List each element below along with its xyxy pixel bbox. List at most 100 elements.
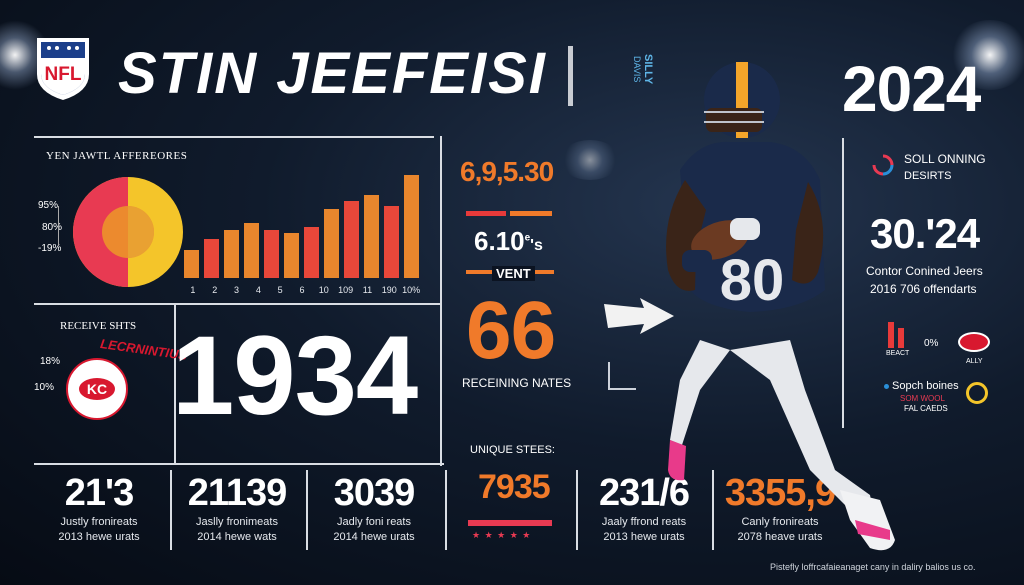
receive-pct-1: 18% <box>40 356 61 367</box>
divider-b3 <box>445 470 447 550</box>
stars-rating: ★ ★ ★ ★ ★ <box>472 530 532 540</box>
bar-chart-bar <box>224 230 239 278</box>
right-desc-2: 2016 706 offendarts <box>870 282 977 296</box>
right-pct: 0% <box>924 338 939 349</box>
divider-short <box>174 303 176 463</box>
divider-b1 <box>170 470 172 550</box>
bottom-stat-line1: Jaaly ffrond reats <box>601 516 687 528</box>
pie-label-2: 80% <box>42 222 63 233</box>
footer-text: Pistefly loffrcafaieanaget cany in dalir… <box>770 562 976 572</box>
mid-stat-2: 6.10e's <box>474 226 543 257</box>
year-display: 2024 <box>842 53 981 125</box>
right-bar-label: BEACT <box>886 350 910 357</box>
right-line-2: DESIRTS <box>904 170 952 182</box>
divider-b5 <box>712 470 714 550</box>
bottom-stat-line1: Jadly foni reats <box>337 516 411 528</box>
mid-big-caption: RECEINING NATES <box>462 376 572 390</box>
bar-chart-bar <box>184 250 199 278</box>
legend-3: FAL CAEDS <box>904 404 948 413</box>
bar-chart-tick: 10 <box>318 285 329 295</box>
chart-small-icon <box>608 362 636 390</box>
title-end-bar <box>568 46 573 106</box>
bar-chart-bar <box>284 233 299 278</box>
mid-bar-red <box>466 211 506 216</box>
pie-label-3: -19% <box>38 243 62 254</box>
bar-chart-bar <box>264 230 279 278</box>
divider-bottom <box>34 463 444 465</box>
receive-big-number: 1934 <box>172 313 418 438</box>
ring-icon <box>966 382 988 404</box>
bottom-stat-value: 21'3 <box>64 472 134 514</box>
bottom-stat-line1: Jaslly fronimeats <box>196 516 278 528</box>
chiefs-oval-icon <box>958 332 990 352</box>
bottom-stat-4: 231/6 Jaaly ffrond reats 2013 hewe urats <box>578 472 710 545</box>
bottom-stat-line2: 2014 hewe urats <box>333 531 415 543</box>
bottom-stat-line1: Justly fronireats <box>60 516 138 528</box>
bottom-stat-line2: 2078 heave urats <box>737 531 823 543</box>
bar-chart-tick: 11 <box>362 285 373 295</box>
pie-label-1: 95% <box>38 200 59 211</box>
chart-panel-title: YEN JAWTL AFFEREORES <box>46 150 188 162</box>
divider-top-left <box>34 136 434 138</box>
stadium-light-right <box>950 20 1024 90</box>
bar-chart-bar <box>204 239 219 278</box>
bar-chart-bar <box>244 223 259 278</box>
bar-chart-tick: 1 <box>190 285 196 295</box>
bar-chart-tick: 10% <box>402 285 421 295</box>
bar-chart <box>182 168 422 278</box>
jersey-number: 80 <box>720 248 785 313</box>
right-bar-2 <box>898 328 904 348</box>
mid-stat-2-value: 6.10 <box>474 226 525 256</box>
unique-bar <box>468 520 552 526</box>
unique-label: UNIQUE STEES: <box>470 444 555 456</box>
bottom-stat-line2: 2014 hewe wats <box>197 531 277 543</box>
legend-dot <box>884 384 889 389</box>
bottom-stat-2: 21139 Jaslly fronimeats 2014 hewe wats <box>172 472 302 545</box>
bar-chart-bar <box>324 209 339 278</box>
right-stat: 30.'24 <box>870 210 980 257</box>
mid-stat-2-suffix: 's <box>530 237 543 254</box>
divider-b4 <box>576 470 578 550</box>
bar-chart-ticks: 1 2 3 4 5 6 10 109 11 190 10% <box>182 285 422 299</box>
bottom-stat-line2: 2013 hewe urats <box>58 531 140 543</box>
bottom-stat-line2: 2013 hewe urats <box>603 531 685 543</box>
bar-chart-bar <box>364 195 379 278</box>
mid-bar-orange <box>510 211 552 216</box>
bottom-stat-value: 3355,9 <box>724 472 836 514</box>
bottom-stat-value: 21139 <box>187 472 288 514</box>
unique-value: 7935 <box>478 468 551 506</box>
legend-1: Sopch boines <box>892 380 959 392</box>
receive-pct-2: 10% <box>34 382 55 393</box>
bar-chart-tick: 5 <box>277 285 283 295</box>
receive-panel-title: RECEIVE SHTS <box>60 320 137 332</box>
bar-chart-tick: 2 <box>212 285 218 295</box>
arrow-decoration-icon <box>604 294 674 343</box>
bottom-stat-1: 21'3 Justly fronireats 2013 hewe urats <box>34 472 164 545</box>
bar-chart-bar <box>404 175 419 278</box>
player-illustration: 80 <box>600 50 980 570</box>
bar-chart-tick: 109 <box>338 285 354 295</box>
mid-stat-1: 6,9,5.30 <box>460 156 554 187</box>
pie-leader <box>58 206 71 246</box>
nfl-logo-text: NFL <box>44 64 82 85</box>
stadium-light-mid <box>560 140 620 180</box>
bottom-stat-line1: Canly fronireats <box>741 516 819 528</box>
bottom-stat-value: 3039 <box>333 472 416 514</box>
right-desc-1: Contor Conined Jeers <box>866 264 983 278</box>
right-ally: ALLY <box>966 358 983 365</box>
chiefs-badge: KC <box>66 358 128 420</box>
right-bar-1 <box>888 322 894 348</box>
bar-chart-tick: 4 <box>255 285 261 295</box>
legend-2: SOM WOOL <box>900 394 945 403</box>
bar-chart-tick: 6 <box>299 285 305 295</box>
right-line-1: SOLL ONNING <box>904 152 986 166</box>
bar-chart-bar <box>384 206 399 278</box>
swirl-icon <box>872 154 894 181</box>
bar-chart-tick: 190 <box>381 285 397 295</box>
svg-text:KC: KC <box>87 381 107 397</box>
bar-chart-bar <box>304 227 319 278</box>
divider-mid-right <box>174 303 442 305</box>
nfl-logo: NFL <box>33 30 93 102</box>
bottom-stat-5: 3355,9 Canly fronireats 2078 heave urats <box>714 472 846 545</box>
divider-b2 <box>306 470 308 550</box>
